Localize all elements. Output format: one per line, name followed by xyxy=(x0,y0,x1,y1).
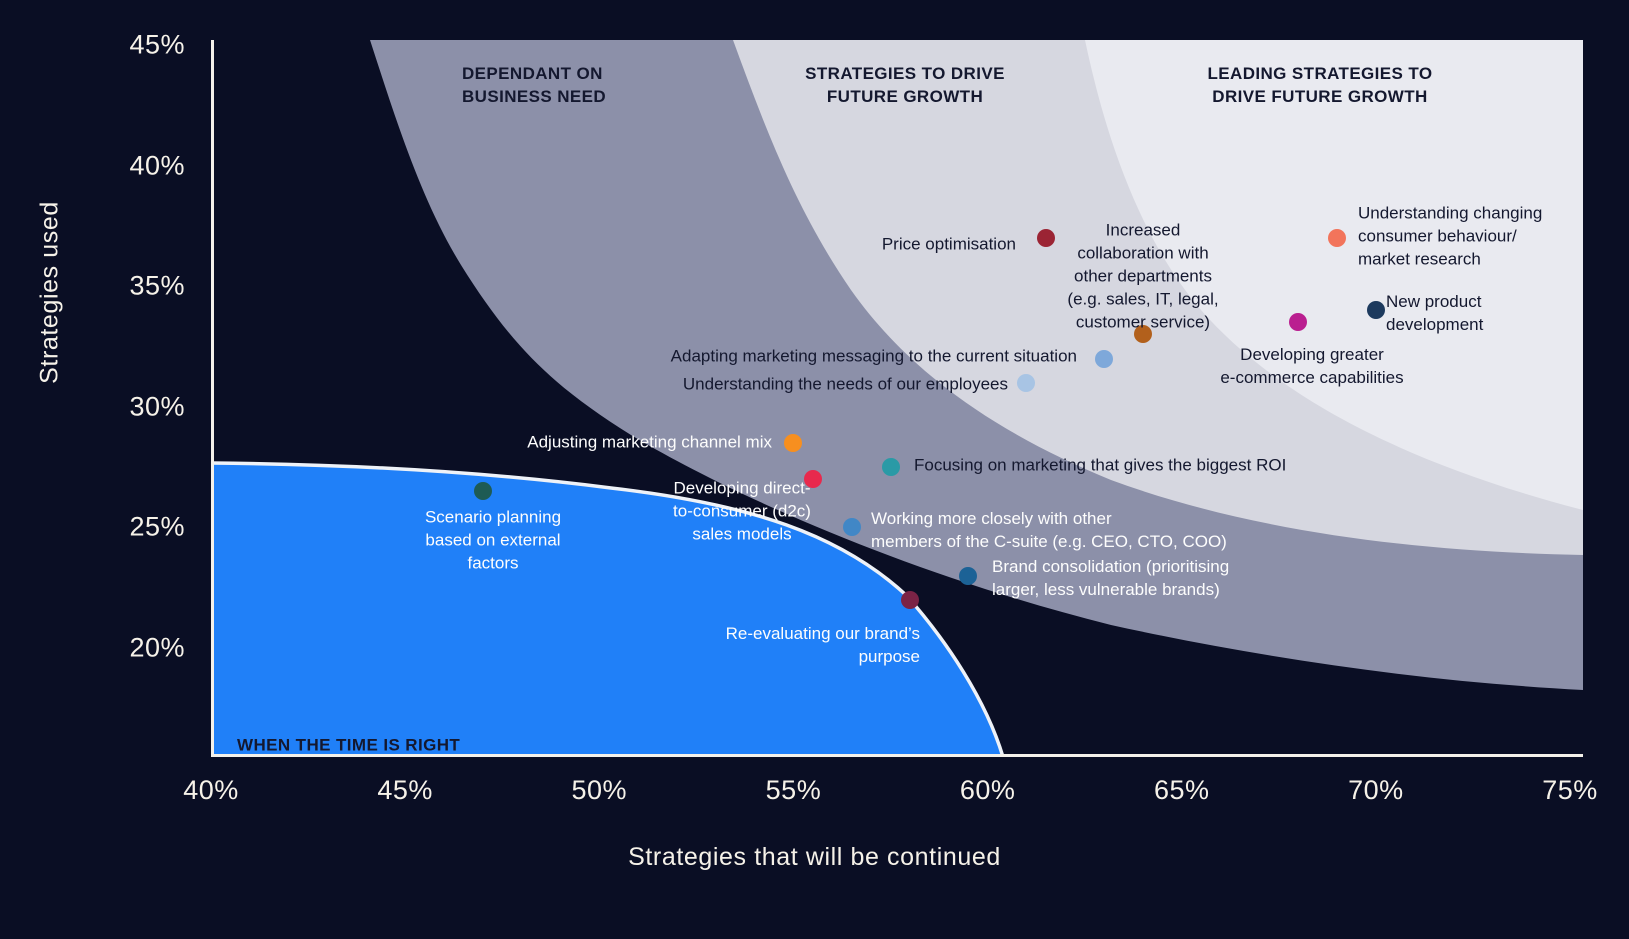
point-dot-increased-collaboration xyxy=(1133,325,1152,344)
point-dot-working-c-suite xyxy=(842,518,861,537)
point-dot-understanding-employees xyxy=(1017,373,1036,392)
y-tick-20: 20% xyxy=(129,632,185,663)
zone-when-time-region xyxy=(211,463,1003,757)
point-label-ecommerce-capabilities: Developing greater e-commerce capabiliti… xyxy=(1220,345,1404,387)
point-dot-adapting-messaging xyxy=(1095,349,1114,368)
y-axis-title: Strategies used xyxy=(35,201,64,384)
y-tick-45: 45% xyxy=(129,29,185,60)
point-label-price-optimisation: Price optimisation xyxy=(881,234,1016,254)
x-axis-title: Strategies that will be continued xyxy=(628,843,1001,871)
point-label-brand-consolidation: Brand consolidation (prioritising larger… xyxy=(992,557,1230,599)
point-dot-consumer-behaviour xyxy=(1328,228,1347,247)
zone-when-time-outline xyxy=(211,461,1005,757)
x-tick-45: 45% xyxy=(377,775,433,805)
point-dot-new-product-development xyxy=(1366,301,1385,320)
x-tick-70: 70% xyxy=(1348,775,1404,805)
point-dot-adjusting-channel-mix xyxy=(784,433,803,452)
point-dot-scenario-planning xyxy=(473,482,492,501)
point-dot-price-optimisation xyxy=(1036,228,1055,247)
y-tick-30: 30% xyxy=(129,391,185,422)
point-label-adapting-messaging: Adapting marketing messaging to the curr… xyxy=(670,346,1077,366)
x-tick-50: 50% xyxy=(571,775,628,805)
point-label-focusing-roi: Focusing on marketing that gives the big… xyxy=(914,455,1287,475)
point-dot-developing-d2c xyxy=(803,470,822,489)
y-tick-25: 25% xyxy=(129,511,185,542)
point-label-increased-collaboration: Increased collaboration with other depar… xyxy=(1067,220,1219,332)
point-label-adjusting-channel-mix: Adjusting marketing channel mix xyxy=(527,432,772,452)
plot-area xyxy=(211,40,1583,757)
point-label-understanding-employees: Understanding the needs of our employees xyxy=(682,374,1008,394)
point-label-consumer-behaviour: Understanding changing consumer behaviou… xyxy=(1358,203,1543,269)
x-tick-55: 55% xyxy=(765,775,822,805)
x-tick-65: 65% xyxy=(1153,775,1210,805)
point-label-working-c-suite: Working more closely with other members … xyxy=(871,509,1227,551)
point-dot-ecommerce-capabilities xyxy=(1289,313,1308,332)
zone-leading-region xyxy=(1085,40,1583,510)
zone-label-leading: LEADING STRATEGIES TO DRIVE FUTURE GROWT… xyxy=(1207,64,1433,106)
zone-label-dependant: DEPENDANT ON BUSINESS NEED xyxy=(462,64,607,106)
x-tick-60: 60% xyxy=(959,775,1016,805)
x-tick-40: 40% xyxy=(183,775,239,805)
x-tick-75: 75% xyxy=(1542,775,1598,805)
point-dot-brand-consolidation xyxy=(959,566,978,585)
y-tick-35: 35% xyxy=(129,270,185,301)
point-label-scenario-planning: Scenario planning based on external fact… xyxy=(424,507,562,573)
zone-label-future-growth: STRATEGIES TO DRIVE FUTURE GROWTH xyxy=(805,64,1005,106)
zone-label-when-time-is-right: WHEN THE TIME IS RIGHT xyxy=(237,735,461,755)
point-label-developing-d2c: Developing direct- to-consumer (d2c) sal… xyxy=(673,478,811,544)
point-dot-focusing-roi xyxy=(881,458,900,477)
point-label-new-product-development: New product development xyxy=(1386,292,1484,334)
y-tick-40: 40% xyxy=(129,150,185,181)
point-label-reevaluating-purpose: Re-evaluating our brand’s purpose xyxy=(725,624,920,666)
point-dot-reevaluating-purpose xyxy=(900,590,919,609)
